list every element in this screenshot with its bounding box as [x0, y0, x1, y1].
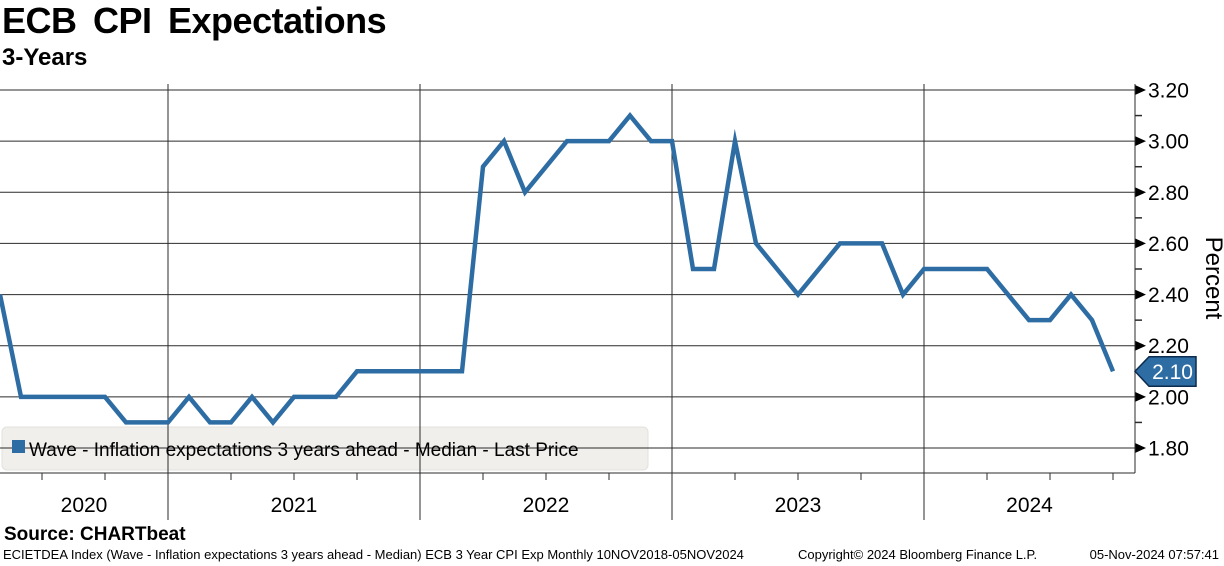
- y-axis-label: 2.00: [1148, 386, 1189, 409]
- x-year-label: 2022: [523, 494, 570, 517]
- x-year-label: 2023: [775, 494, 822, 517]
- series-line: [0, 112, 1116, 426]
- y-axis-label: 2.60: [1148, 233, 1189, 256]
- footer-copyright: Copyright© 2024 Bloomberg Finance L.P.: [798, 547, 1038, 562]
- footer-security-description: ECIETDEA Index (Wave - Inflation expecta…: [3, 547, 744, 562]
- chart-subtitle: 3-Years: [2, 44, 88, 71]
- footer-timestamp: 05-Nov-2024 07:57:41: [1089, 547, 1219, 562]
- y-axis-title: Percent: [1200, 237, 1224, 320]
- legend-marker-icon: [12, 440, 25, 453]
- y-axis-label: 3.00: [1148, 131, 1189, 154]
- chart-title: ECB CPI Expectations: [2, 0, 387, 41]
- y-major-tick-arrow-icon: [1135, 391, 1146, 402]
- last-price-value: 2.10: [1152, 361, 1193, 384]
- y-axis-label: 2.40: [1148, 284, 1189, 307]
- legend-label: Wave - Inflation expectations 3 years ah…: [29, 440, 579, 461]
- y-major-tick-arrow-icon: [1135, 136, 1146, 147]
- y-major-tick-arrow-icon: [1135, 289, 1146, 300]
- y-axis-label: 2.20: [1148, 335, 1189, 358]
- y-major-tick-arrow-icon: [1135, 187, 1146, 198]
- y-major-tick-arrow-icon: [1135, 85, 1146, 95]
- x-year-label: 2021: [271, 494, 318, 517]
- y-axis-label: 1.80: [1148, 438, 1189, 461]
- source-label: Source: CHARTbeat: [4, 524, 186, 545]
- y-major-tick-arrow-icon: [1135, 340, 1146, 351]
- x-year-label: 2024: [1006, 494, 1053, 517]
- y-axis-label: 2.80: [1148, 182, 1189, 205]
- y-major-tick-arrow-icon: [1135, 443, 1146, 454]
- y-axis-label: 3.20: [1148, 80, 1189, 103]
- last-price-tag: [1133, 356, 1197, 388]
- x-year-label: 2020: [61, 494, 108, 517]
- y-major-tick-arrow-icon: [1135, 238, 1146, 249]
